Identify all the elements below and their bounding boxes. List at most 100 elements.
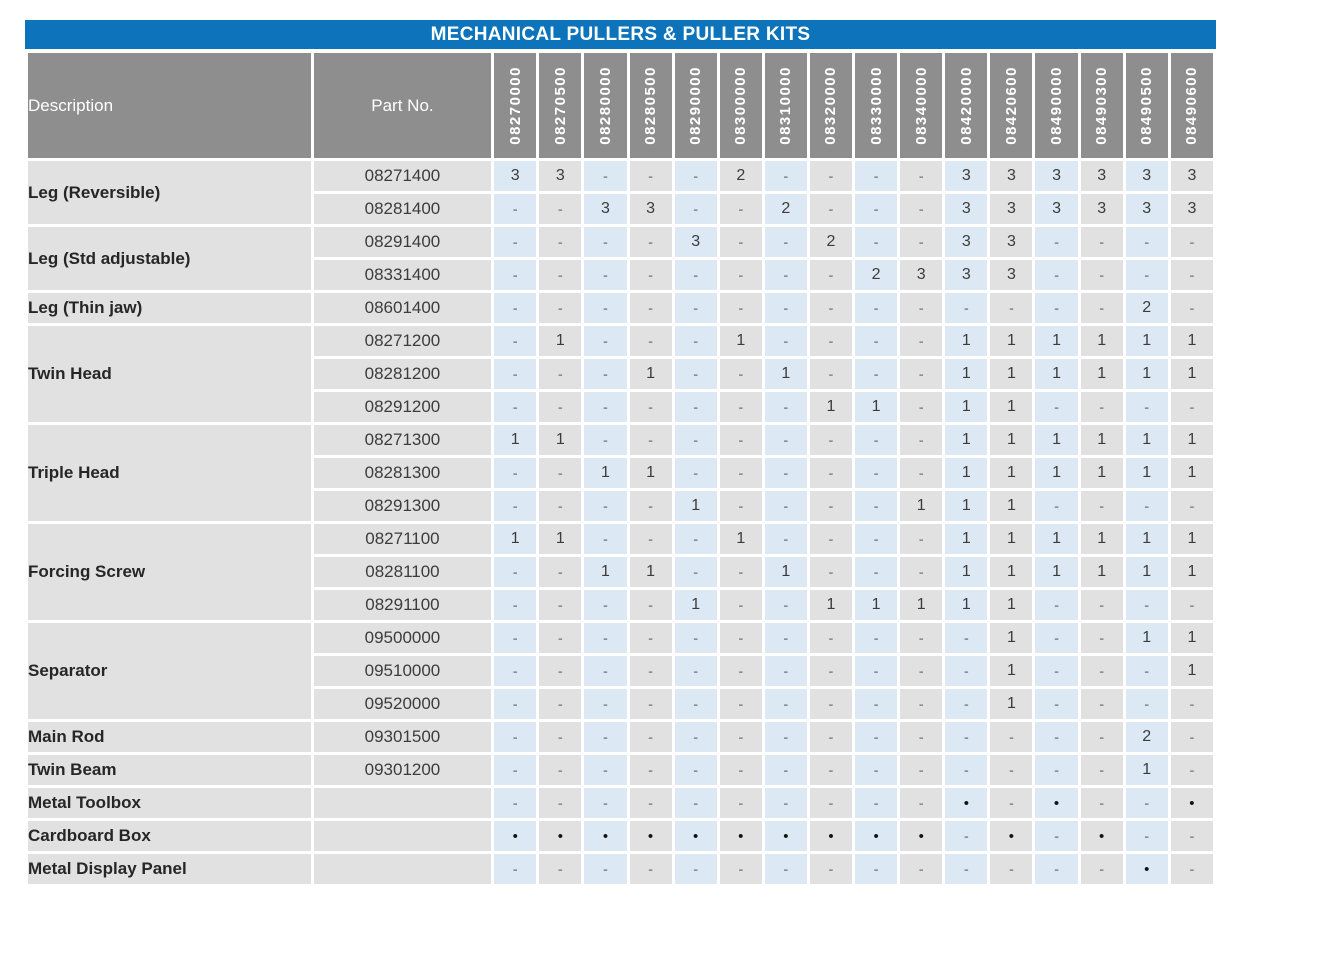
- part-number-cell: 08271200: [310, 323, 495, 359]
- value-cell: -: [491, 191, 540, 227]
- value-cell: -: [716, 356, 765, 392]
- value-cell: -: [852, 488, 901, 524]
- value-cell: -: [942, 752, 991, 788]
- value-cell: -: [1077, 851, 1126, 887]
- value-cell: -: [806, 752, 856, 788]
- value-cell: 3: [1032, 158, 1081, 194]
- table-row: 08281100- -1 1- -1- - -1 1 1 1 1 1: [27, 554, 1217, 590]
- value-cell: -: [987, 719, 1036, 755]
- kit-column-header: 08340000: [897, 50, 946, 161]
- value-cell: -: [806, 356, 856, 392]
- value-cell: -: [1032, 587, 1081, 623]
- kit-column-header: 08490000: [1032, 50, 1081, 161]
- value-cell: -: [716, 191, 765, 227]
- value-cell: -: [852, 851, 901, 887]
- value-cell: -: [852, 785, 901, 821]
- description-cell: Leg (Reversible): [25, 158, 314, 227]
- value-cell: -: [581, 686, 630, 722]
- included-dot-cell: •: [536, 818, 585, 854]
- value-cell: 3: [987, 224, 1036, 260]
- value-cell: -: [491, 356, 540, 392]
- value-cell: -: [852, 158, 901, 194]
- value-cell: -: [536, 686, 585, 722]
- value-cell: 1: [491, 521, 540, 557]
- value-cell: 1: [626, 554, 675, 590]
- value-cell: -: [671, 191, 720, 227]
- description-header: Description: [25, 50, 314, 161]
- value-cell: -: [761, 521, 810, 557]
- value-cell: 2: [716, 158, 765, 194]
- value-cell: -: [626, 521, 675, 557]
- part-number-cell: 09301200: [310, 752, 495, 788]
- description-cell: Cardboard Box: [25, 818, 314, 854]
- value-cell: -: [761, 224, 810, 260]
- value-cell: 1: [1167, 356, 1217, 392]
- table-row: Triple Head 08271300 1 1- - - - - - - -1 1 1 1 1 1: [25, 422, 1217, 524]
- value-cell: -: [942, 719, 991, 755]
- value-cell: -: [852, 422, 901, 458]
- value-cell: -: [1122, 785, 1171, 821]
- part-number-cell: 08601400: [310, 290, 495, 326]
- value-cell: -: [536, 389, 585, 425]
- value-cell: -: [852, 653, 901, 689]
- value-cell: 1: [671, 488, 720, 524]
- value-cell: 3: [942, 224, 991, 260]
- value-cell: -: [581, 653, 630, 689]
- value-cell: -: [1032, 224, 1081, 260]
- value-cell: -: [987, 851, 1036, 887]
- value-cell: 1: [1077, 554, 1126, 590]
- value-cell: -: [1167, 587, 1217, 623]
- value-cell: 1: [581, 455, 630, 491]
- value-cell: -: [852, 554, 901, 590]
- value-cell: -: [806, 719, 856, 755]
- value-cell: -: [1167, 488, 1217, 524]
- value-cell: -: [761, 389, 810, 425]
- value-cell: 2: [806, 224, 856, 260]
- description-cell: Metal Display Panel: [25, 851, 314, 887]
- value-cell: -: [626, 752, 675, 788]
- part-no-header: Part No.: [310, 50, 495, 161]
- value-cell: -: [626, 620, 675, 656]
- value-cell: -: [852, 719, 901, 755]
- value-cell: -: [671, 620, 720, 656]
- value-cell: -: [1122, 224, 1171, 260]
- value-cell: -: [806, 686, 856, 722]
- value-cell: -: [626, 851, 675, 887]
- description-cell: Triple Head: [25, 422, 314, 524]
- table-title: MECHANICAL PULLERS & PULLER KITS: [25, 20, 1216, 49]
- value-cell: -: [671, 785, 720, 821]
- value-cell: -: [1077, 719, 1126, 755]
- value-cell: -: [761, 587, 810, 623]
- value-cell: -: [1167, 686, 1217, 722]
- kit-column-header: 08270000: [491, 50, 540, 161]
- value-cell: -: [942, 851, 991, 887]
- value-cell: -: [897, 851, 946, 887]
- value-cell: 1: [1122, 356, 1171, 392]
- included-dot-cell: •: [942, 785, 991, 821]
- table-row: Leg (Std adjustable) 08291400- - - -3- -2- -3 3…: [25, 224, 1217, 293]
- value-cell: 1: [1077, 455, 1126, 491]
- kit-column-label: 08490300: [1093, 66, 1111, 145]
- value-cell: 3: [942, 158, 991, 194]
- value-cell: -: [806, 323, 856, 359]
- value-cell: -: [716, 785, 765, 821]
- value-cell: 1: [1122, 521, 1171, 557]
- table-row: 08281200- - -1- -1- - -1 1 1 1 1 1: [27, 356, 1217, 392]
- value-cell: -: [897, 752, 946, 788]
- included-dot-cell: •: [897, 818, 946, 854]
- value-cell: -: [536, 785, 585, 821]
- value-cell: 3: [671, 224, 720, 260]
- value-cell: -: [897, 719, 946, 755]
- value-cell: -: [761, 488, 810, 524]
- value-cell: 3: [1077, 191, 1126, 227]
- kit-column-header: 08420000: [942, 50, 991, 161]
- value-cell: 1: [1167, 554, 1217, 590]
- value-cell: -: [1032, 653, 1081, 689]
- included-dot-cell: •: [1167, 785, 1217, 821]
- value-cell: -: [897, 356, 946, 392]
- value-cell: -: [491, 554, 540, 590]
- value-cell: -: [626, 587, 675, 623]
- value-cell: -: [491, 587, 540, 623]
- value-cell: -: [581, 752, 630, 788]
- kit-column-label: 08300000: [732, 66, 750, 145]
